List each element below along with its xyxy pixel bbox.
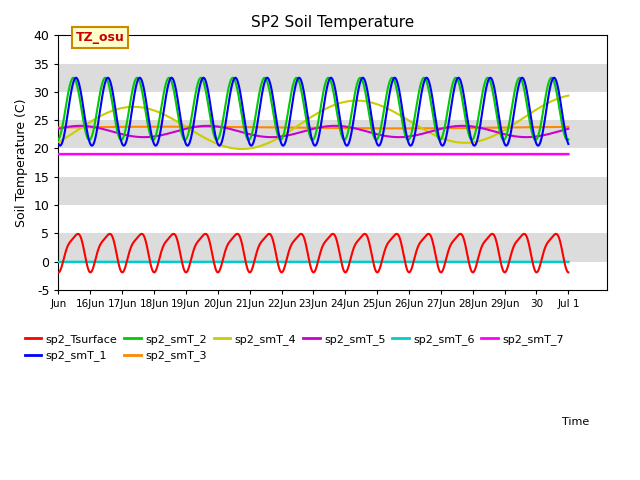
Bar [58,36,607,64]
Bar [58,177,607,205]
Bar [58,205,607,233]
Bar [58,148,607,177]
Bar [58,120,607,148]
Text: Time: Time [563,417,589,427]
Y-axis label: Soil Temperature (C): Soil Temperature (C) [15,98,28,227]
Bar [58,262,607,290]
Legend: sp2_Tsurface, sp2_smT_1, sp2_smT_2, sp2_smT_3, sp2_smT_4, sp2_smT_5, sp2_smT_6, : sp2_Tsurface, sp2_smT_1, sp2_smT_2, sp2_… [20,330,569,366]
Title: SP2 Soil Temperature: SP2 Soil Temperature [251,15,414,30]
Bar [58,92,607,120]
Text: TZ_osu: TZ_osu [76,31,125,44]
Bar [58,233,607,262]
Bar [58,64,607,92]
